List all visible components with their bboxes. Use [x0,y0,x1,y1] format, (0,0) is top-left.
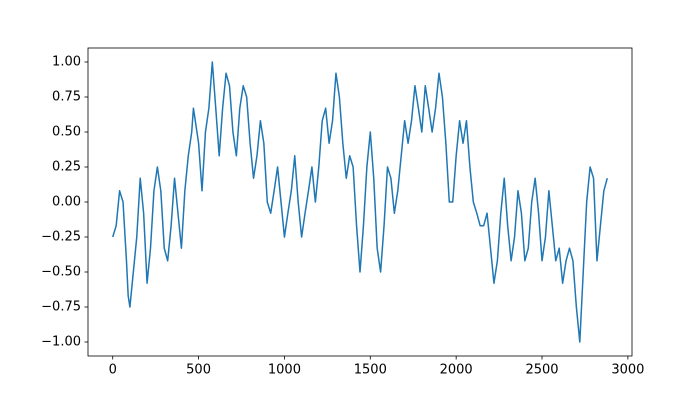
x-tick-label: 1000 [268,363,301,378]
x-tick-label: 2500 [525,363,558,378]
y-tick-label: −0.25 [41,230,81,245]
y-tick-label: 1.00 [52,55,81,70]
x-tick-label: 0 [109,363,117,378]
y-tick-label: −0.75 [41,300,81,315]
x-tick-label: 3000 [611,363,644,378]
y-tick-label: −0.50 [41,265,81,280]
plot-frame [87,47,633,357]
x-tick-label: 1500 [354,363,387,378]
y-tick-label: 0.75 [52,90,81,105]
y-tick-label: 0.25 [52,160,81,175]
y-tick-label: 0.00 [52,195,81,210]
y-tick-label: 0.50 [52,125,81,140]
x-tick-label: 500 [186,363,211,378]
x-tick-label: 2000 [440,363,473,378]
y-tick-label: −1.00 [41,335,81,350]
line-series [112,61,608,343]
